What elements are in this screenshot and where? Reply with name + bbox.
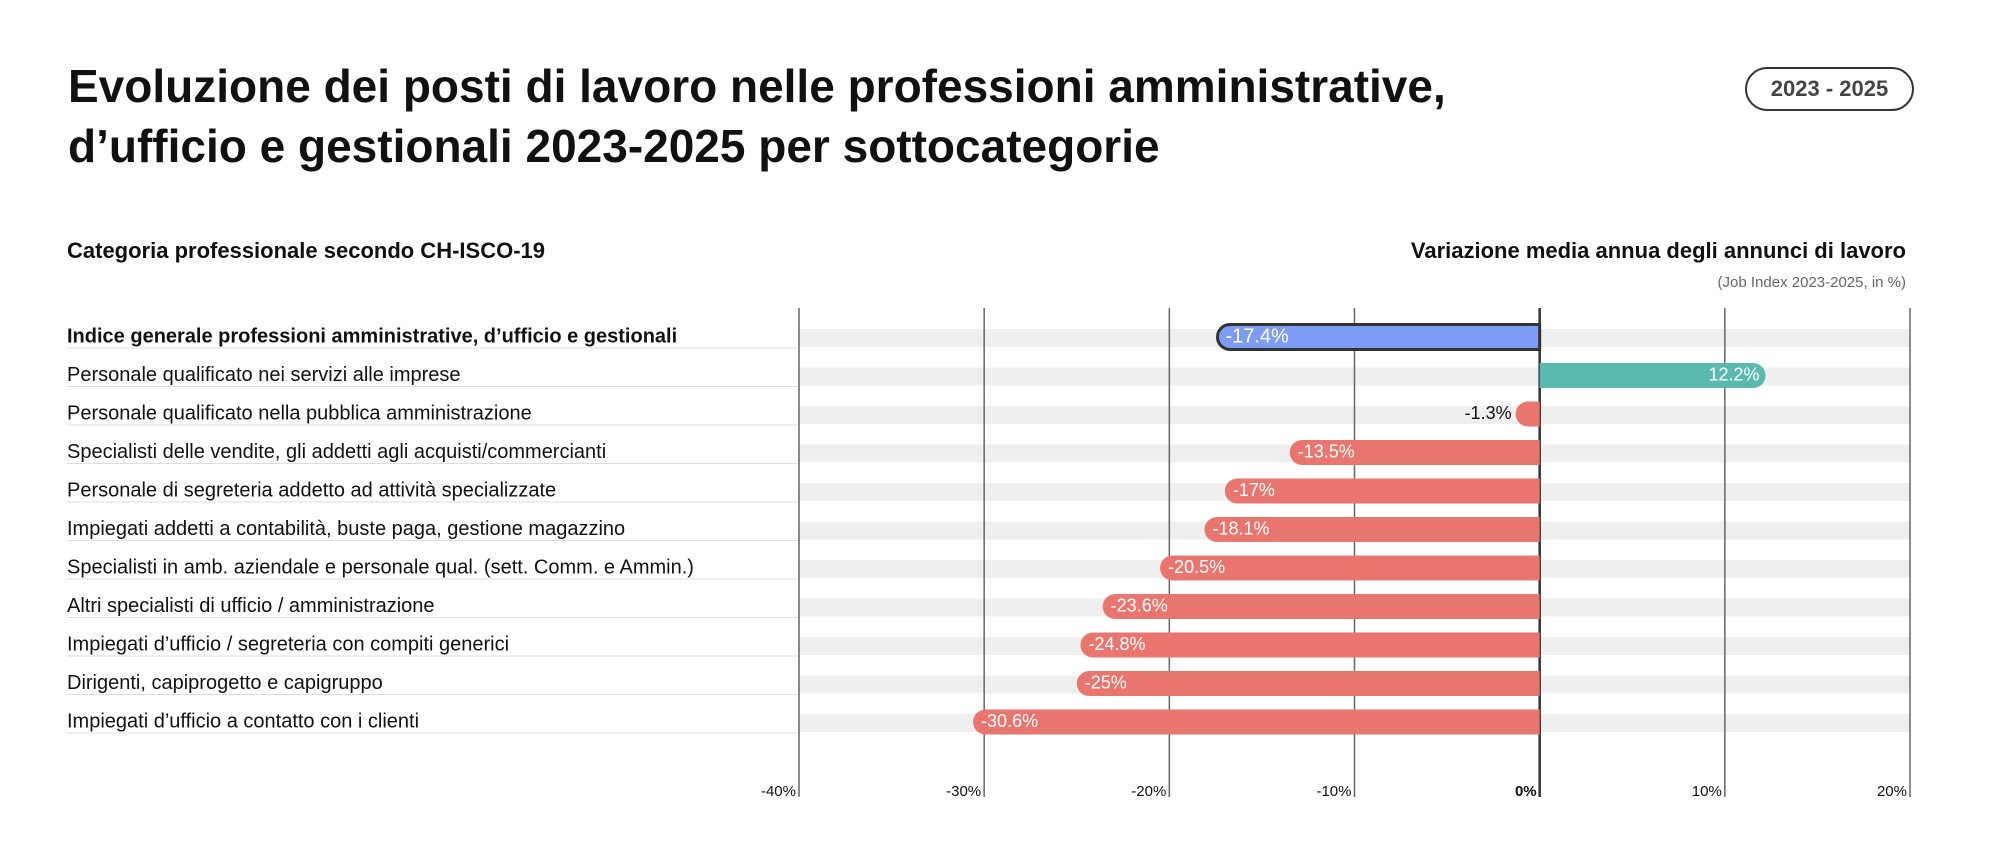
value-label: -17.4%	[1225, 325, 1289, 347]
value-label: 12.2%	[1709, 364, 1760, 384]
bar	[1215, 323, 1542, 351]
x-tick-label: -30%	[946, 783, 981, 800]
value-label: -13.5%	[1298, 441, 1355, 461]
x-tick-label: 20%	[1877, 783, 1907, 800]
badge-frame	[1745, 67, 1914, 111]
value-label: -23.6%	[1111, 595, 1168, 615]
category-header: Categoria professionale secondo CH-ISCO-…	[67, 238, 545, 263]
bar	[1289, 440, 1540, 465]
bar	[1224, 478, 1540, 504]
category-label: Personale qualificato nella pubblica amm…	[67, 402, 532, 424]
badge: 2023 - 2025	[1771, 76, 1888, 101]
value-label: -30.6%	[981, 711, 1038, 731]
value-label: -20.5%	[1168, 557, 1225, 577]
bar	[973, 709, 1540, 735]
bar	[1539, 363, 1766, 388]
bar	[1160, 555, 1540, 581]
category-label: Indice generale professioni amministrati…	[67, 325, 677, 347]
category-label: Impiegati d’ufficio / segreteria con com…	[67, 633, 509, 655]
chart-title: d’ufficio e gestionali 2023-2025 per sot…	[68, 120, 1160, 172]
category-label: Personale di segreteria addetto ad attiv…	[67, 479, 556, 501]
value-label: -25%	[1085, 672, 1127, 692]
x-tick-label: 0%	[1515, 783, 1537, 800]
category-label: Impiegati d’ufficio a contatto con i cli…	[67, 710, 419, 732]
category-label: Dirigenti, capiprogetto e capigruppo	[67, 672, 383, 694]
x-tick-label: -20%	[1131, 783, 1166, 800]
value-label: -17%	[1233, 480, 1275, 500]
bar	[1076, 671, 1540, 696]
category-label: Specialisti in amb. aziendale e personal…	[67, 556, 694, 578]
category-label: Altri specialisti di ufficio / amministr…	[67, 595, 435, 617]
category-label: Specialisti delle vendite, gli addetti a…	[67, 441, 606, 463]
x-tick-label: -10%	[1316, 783, 1351, 800]
category-label: Impiegati addetti a contabilità, buste p…	[67, 518, 625, 540]
bar	[1204, 517, 1540, 542]
x-tick-label: 10%	[1692, 783, 1722, 800]
chart-title: Evoluzione dei posti di lavoro nelle pro…	[68, 60, 1446, 112]
bar	[1102, 594, 1540, 619]
value-subheader: (Job Index 2023-2025, in %)	[1718, 274, 1906, 291]
value-header: Variazione media annua degli annunci di …	[1411, 238, 1906, 263]
bar	[1080, 632, 1540, 658]
value-label: -1.3%	[1465, 403, 1512, 423]
category-label: Personale qualificato nei servizi alle i…	[67, 364, 461, 386]
bar	[1515, 401, 1540, 427]
x-tick-label: -40%	[761, 783, 796, 800]
value-label: -24.8%	[1088, 634, 1145, 654]
value-label: -18.1%	[1213, 518, 1270, 538]
